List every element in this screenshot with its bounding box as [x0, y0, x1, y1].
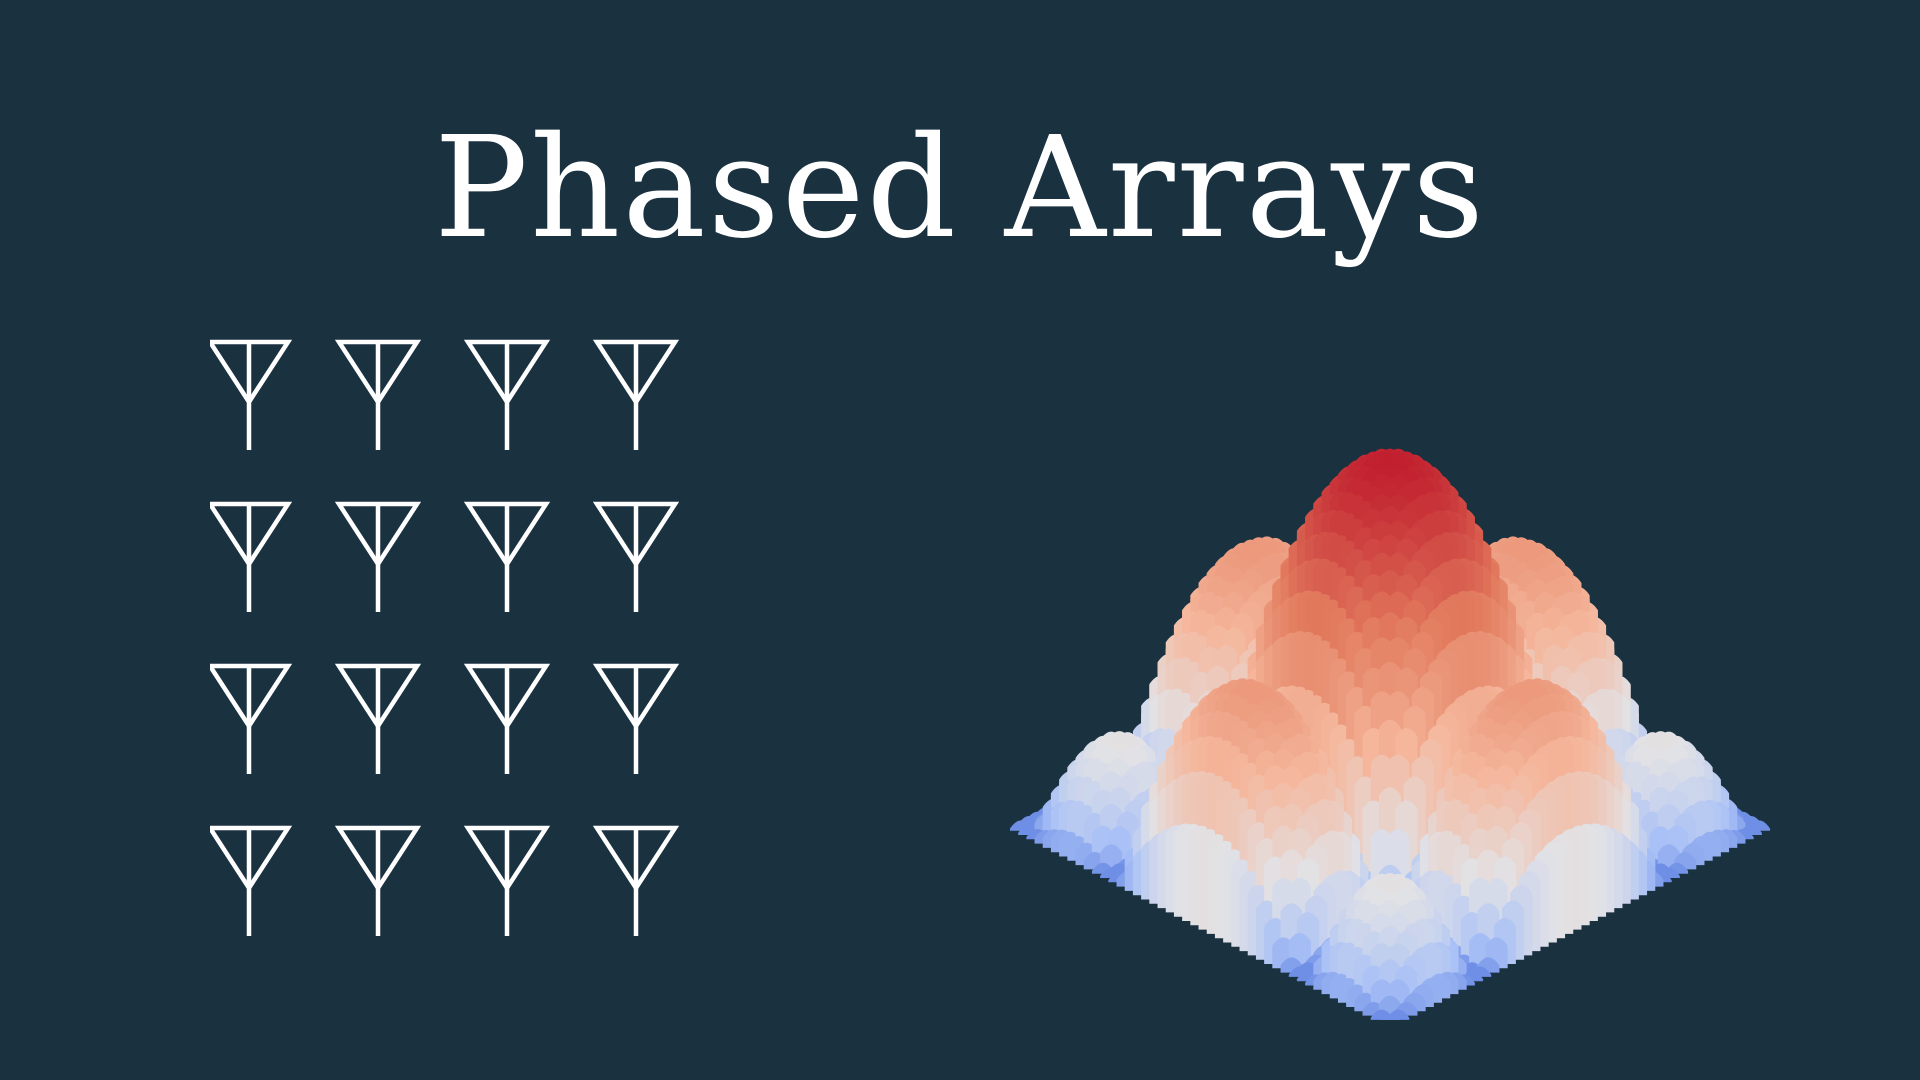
antenna-icon — [592, 825, 680, 936]
antenna-icon — [334, 663, 422, 774]
radiation-pattern-plot — [1010, 448, 1771, 1020]
surface-lobe — [1100, 844, 1123, 870]
slide-title: Phased Arrays — [433, 107, 1486, 270]
antenna-icon — [334, 339, 422, 450]
antenna-icon — [334, 501, 422, 612]
antenna-icon — [210, 663, 293, 774]
antenna-icon — [210, 501, 293, 612]
antenna-icon — [463, 501, 551, 612]
beam-surface — [1010, 448, 1771, 1020]
antenna-icon — [210, 339, 293, 450]
antenna-icon — [463, 663, 551, 774]
surface-lobe — [1380, 1013, 1400, 1020]
antenna-array — [210, 339, 680, 936]
antenna-icon — [210, 825, 293, 936]
antenna-icon — [592, 663, 680, 774]
antenna-icon — [334, 825, 422, 936]
antenna-icon — [463, 339, 551, 450]
antenna-icon — [592, 339, 680, 450]
antenna-icon — [463, 825, 551, 936]
antenna-icon — [592, 501, 680, 612]
